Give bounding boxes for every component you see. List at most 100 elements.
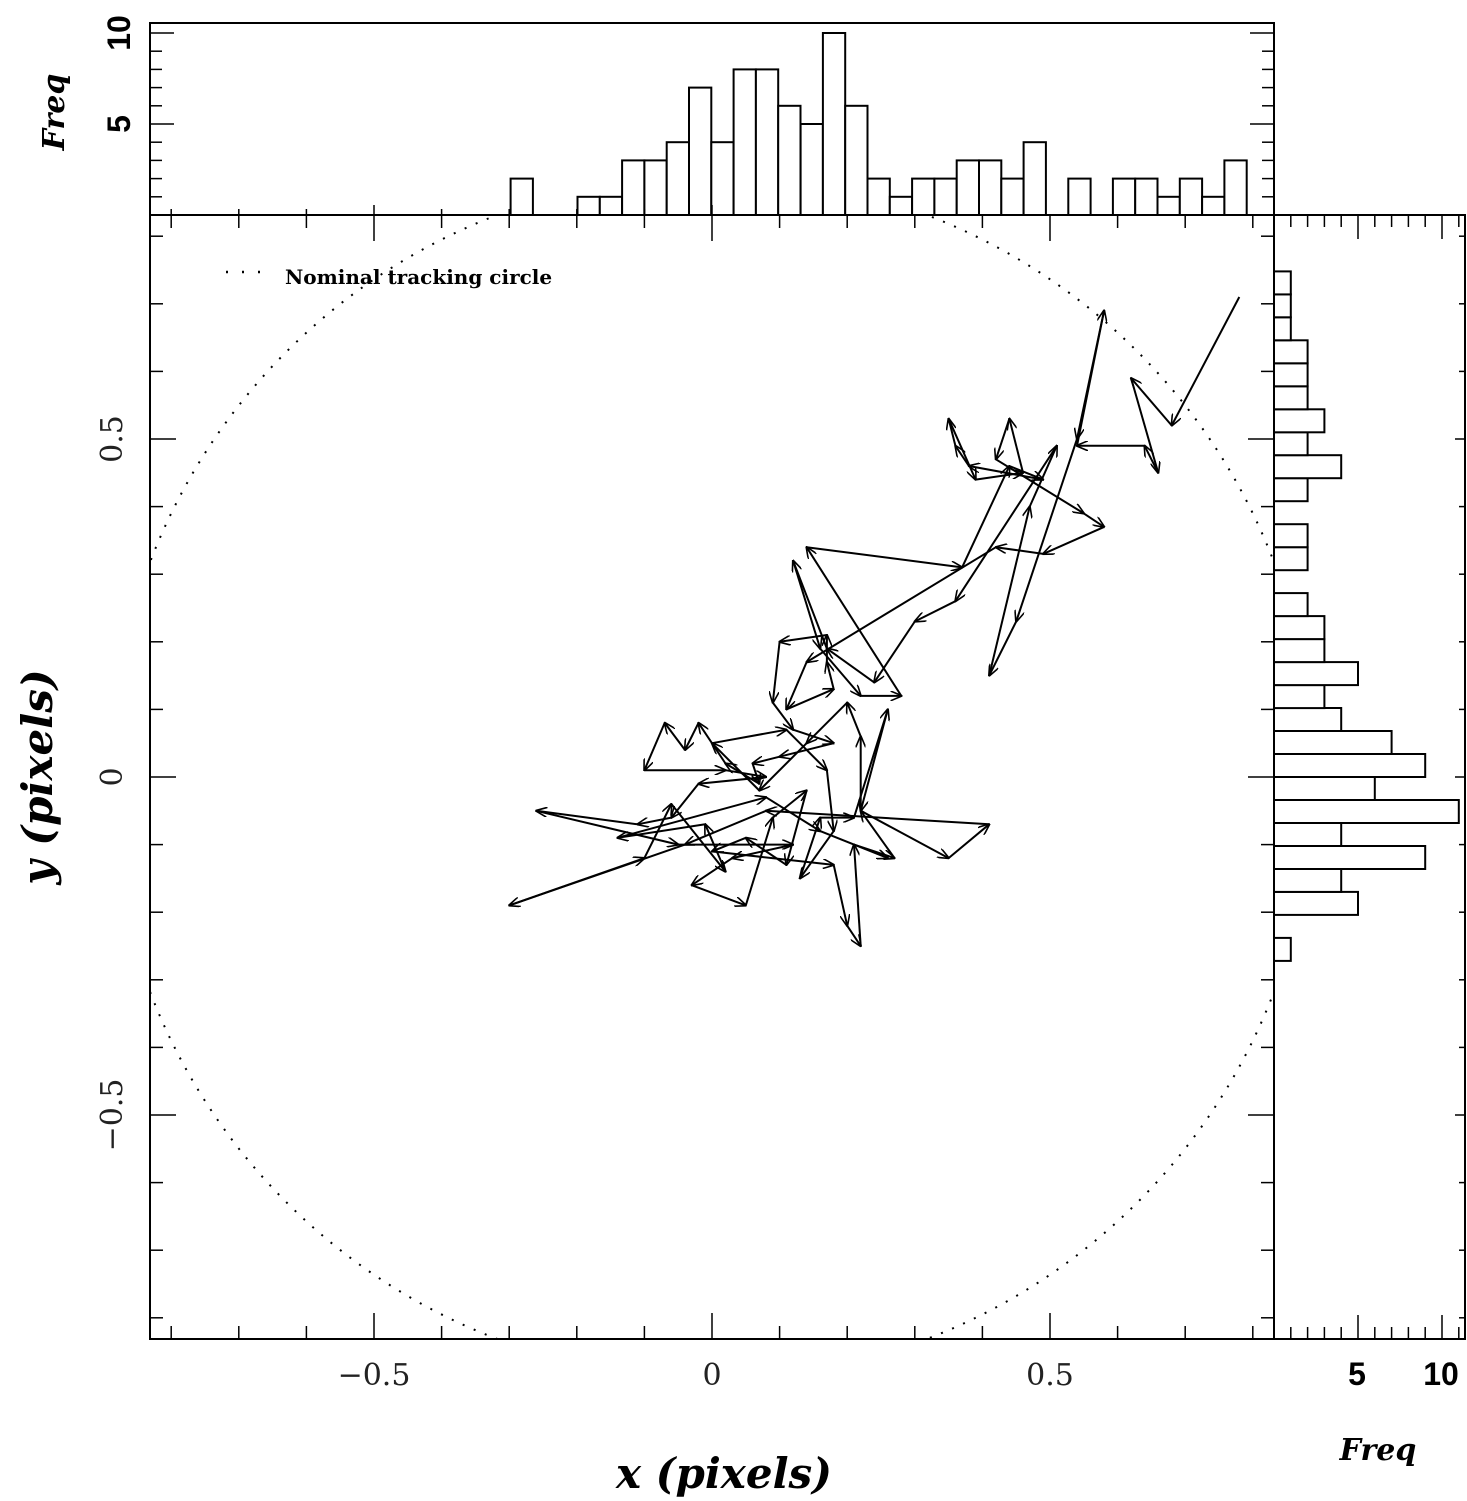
right-histogram-bar xyxy=(1273,408,1326,434)
track-layer xyxy=(508,296,1241,946)
top-histogram-bar xyxy=(710,141,735,216)
top-hist-tick-label-10: 10 xyxy=(101,15,137,51)
track-arrow xyxy=(996,547,1044,555)
right-hist-tick-label-10: 10 xyxy=(1423,1356,1459,1392)
track-arrow xyxy=(780,634,828,642)
right-hist-tick-label-5: 5 xyxy=(1348,1356,1366,1392)
top-histogram-bar xyxy=(621,159,646,216)
track-arrow xyxy=(785,728,827,771)
track-arrow xyxy=(773,641,781,703)
legend: Nominal tracking circle xyxy=(226,265,552,289)
top-histogram-bar xyxy=(955,159,981,216)
track-arrow xyxy=(508,858,644,907)
track-arrow xyxy=(711,850,834,865)
track-arrow xyxy=(671,783,700,818)
track-arrow xyxy=(759,742,808,790)
track-arrow xyxy=(975,473,1023,481)
legend-label: Nominal tracking circle xyxy=(285,265,552,289)
track-arrow xyxy=(955,446,970,467)
top-histogram-bar xyxy=(866,177,891,217)
track-arrow xyxy=(771,702,793,730)
track-arrow xyxy=(827,649,875,684)
y-tick-label-pos: 0.5 xyxy=(95,415,130,463)
top-histogram-frame xyxy=(149,22,1275,216)
right-histogram-bar xyxy=(1273,822,1343,847)
track-arrow xyxy=(786,790,808,865)
right-histogram-bar xyxy=(1273,684,1326,710)
right-histogram-bar xyxy=(1273,316,1292,342)
track-arrow xyxy=(691,884,746,905)
track-arrow xyxy=(832,864,848,926)
track-arrow xyxy=(995,458,1084,513)
right-histogram-bar xyxy=(1273,293,1292,319)
x-tick-label-neg: −0.5 xyxy=(338,1358,411,1393)
track-arrow xyxy=(1131,378,1173,427)
right-histogram-bar xyxy=(1273,339,1309,365)
top-histogram-bar xyxy=(1000,177,1025,217)
right-histogram-bar xyxy=(1273,362,1309,388)
right-histogram-bar xyxy=(1273,730,1393,755)
track-arrow xyxy=(827,662,835,690)
y-tick-label-zero: 0 xyxy=(95,767,130,786)
track-arrow xyxy=(793,561,828,649)
track-arrow xyxy=(989,621,1018,676)
top-histogram-bar xyxy=(1201,195,1226,217)
track-arrow xyxy=(699,776,767,784)
track-arrow xyxy=(665,723,686,751)
track-arrow xyxy=(1009,465,1043,480)
track-arrow xyxy=(1130,377,1158,473)
track-arrow xyxy=(947,824,990,859)
top-histogram-bar xyxy=(844,104,869,216)
track-arrow xyxy=(617,797,766,839)
main-plot-frame xyxy=(149,214,1275,1340)
top-histogram-bar xyxy=(1022,141,1047,216)
track-arrow xyxy=(617,823,706,838)
top-histogram-bar xyxy=(598,195,624,217)
track-arrow xyxy=(536,811,638,826)
track-arrow xyxy=(969,466,1044,481)
track-arrow xyxy=(644,722,666,770)
track-arrow xyxy=(746,838,787,866)
track-arrow xyxy=(772,791,807,819)
right-histogram-bar xyxy=(1273,936,1292,962)
y-tick-label-neg: −0.5 xyxy=(95,1079,130,1152)
top-histogram-bar xyxy=(688,86,713,216)
track-arrow xyxy=(692,857,733,885)
top-histogram-bar xyxy=(1134,177,1159,217)
top-histogram-bar xyxy=(1111,177,1137,217)
right-histogram-bar xyxy=(1273,431,1309,457)
top-histogram-bar xyxy=(821,32,847,216)
top-histogram-bar xyxy=(1067,177,1092,217)
right-histogram-bar xyxy=(1273,867,1343,893)
top-histogram-bar xyxy=(933,177,958,217)
track-arrow xyxy=(860,809,949,858)
nominal-tracking-circle xyxy=(150,215,1274,1339)
track-arrow xyxy=(1016,438,1078,622)
right-histogram-frame xyxy=(1273,214,1466,1340)
right-histogram-bar xyxy=(1273,454,1343,480)
track-arrow xyxy=(725,769,767,777)
top-histogram-panel: 5 10 Freq xyxy=(37,15,1275,217)
x-tick-label-pos: 0.5 xyxy=(1026,1358,1074,1393)
right-histogram-bar xyxy=(1273,845,1427,870)
top-histogram-bar xyxy=(754,68,780,217)
track-arrow xyxy=(988,507,1029,676)
track-arrow xyxy=(961,466,1009,568)
top-histogram-bar xyxy=(665,141,691,216)
right-histogram-bar xyxy=(1273,385,1309,411)
track-arrow xyxy=(825,770,834,831)
track-arrow xyxy=(819,830,888,858)
track-arrow xyxy=(1077,310,1106,439)
right-histogram-bar xyxy=(1273,615,1326,641)
right-histogram-bar xyxy=(1273,638,1326,664)
main-panel: Nominal tracking circle −0.5 0 0.5 0.5 0… xyxy=(13,214,1275,1498)
top-histogram-bar xyxy=(1156,195,1181,217)
track-arrow xyxy=(1172,296,1241,426)
right-histogram-panel: 5 10 Freq xyxy=(1273,214,1466,1468)
right-histogram-bar xyxy=(1273,661,1359,687)
track-arrow xyxy=(786,661,808,709)
track-arrow xyxy=(753,755,780,764)
top-histogram-bar xyxy=(911,177,936,217)
right-histogram-bar xyxy=(1273,523,1309,549)
